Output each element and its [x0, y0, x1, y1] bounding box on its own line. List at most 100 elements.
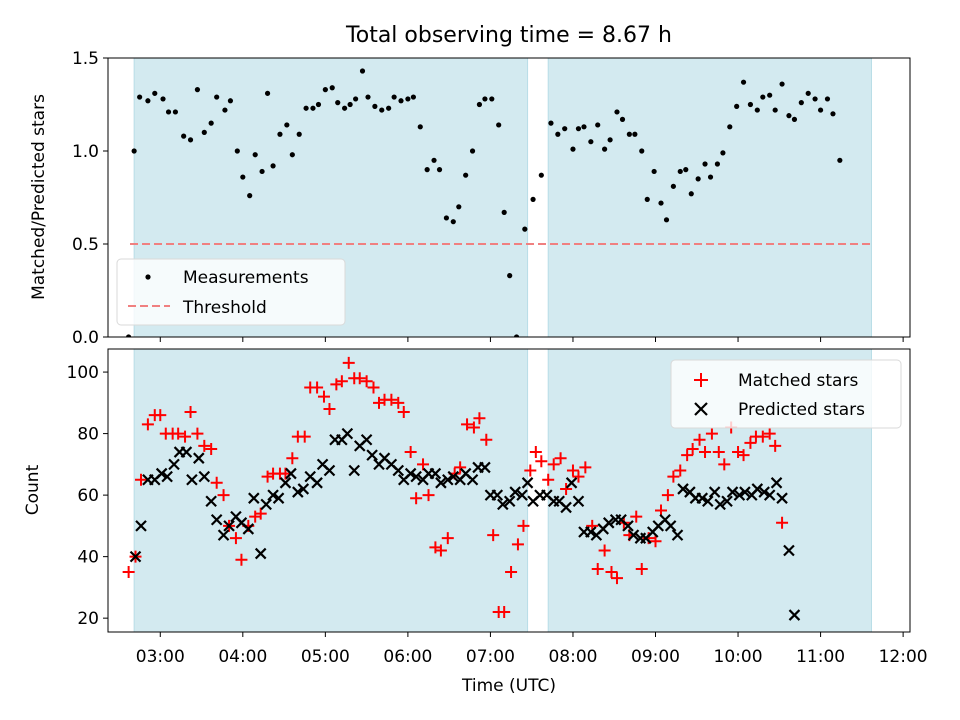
measurement-point	[259, 168, 265, 175]
predicted-star-point	[410, 470, 422, 483]
measurement-point	[658, 200, 664, 206]
measurement-point	[581, 124, 587, 130]
measurement-point	[805, 90, 811, 96]
predicted-star-point	[155, 467, 168, 480]
bottom-y-tick-label: 40	[77, 548, 99, 568]
predicted-star-point	[180, 446, 193, 458]
matched-star-point	[498, 606, 511, 619]
predicted-star-point	[677, 483, 689, 495]
measurement-point	[663, 217, 670, 223]
measurement-point	[727, 124, 733, 130]
measurement-point	[570, 146, 576, 152]
measurement-point	[683, 167, 689, 173]
predicted-star-point	[210, 513, 223, 526]
measurement-point	[240, 174, 246, 180]
measurement-point	[431, 157, 437, 163]
predicted-star-point	[135, 520, 147, 532]
matched-star-point	[529, 446, 542, 459]
predicted-star-point	[260, 498, 272, 511]
top-panel: 0.0 0.5 1.0 1.5 Matched/Predicted stars Mea…	[29, 49, 911, 348]
predicted-star-point	[168, 458, 180, 471]
measurement-point	[172, 109, 179, 115]
matched-star-point	[598, 544, 611, 557]
matched-star-point	[661, 489, 674, 502]
shaded-interval-2	[548, 58, 872, 337]
matched-star-point	[554, 452, 567, 465]
measurement-point	[329, 85, 335, 91]
measurement-point	[405, 96, 411, 102]
measurement-point	[391, 94, 397, 100]
measurement-point	[335, 100, 341, 106]
matched-star-point	[454, 461, 467, 474]
matched-star-point	[699, 446, 712, 459]
measurement-point	[779, 81, 785, 87]
measurement-point	[812, 96, 818, 102]
predicted-star-point	[447, 470, 460, 483]
predicted-star-point	[726, 486, 739, 498]
predicted-star-point	[404, 467, 417, 480]
predicted-star-point	[267, 489, 279, 501]
x-tick-label: 10:00	[714, 647, 763, 667]
top-shaded-intervals	[133, 58, 872, 337]
top-legend-box	[116, 258, 346, 326]
matched-star-point	[422, 489, 435, 502]
measurement-point	[417, 124, 423, 130]
predicted-star-point	[161, 470, 173, 483]
legend-measurements-label: Measurements	[183, 268, 309, 288]
predicted-star-point	[392, 464, 405, 477]
measurement-point	[482, 96, 488, 102]
predicted-star-point	[193, 452, 205, 464]
measurement-point	[602, 146, 608, 152]
matched-star-point	[205, 442, 218, 455]
matched-star-point	[505, 566, 518, 579]
measurement-point	[201, 129, 207, 135]
x-axis-label: Time (UTC)	[461, 676, 556, 696]
bottom-y-tick-label: 80	[77, 425, 99, 445]
measurement-point	[222, 107, 228, 113]
measurement-point	[626, 131, 632, 137]
matched-star-point	[744, 436, 757, 449]
measurement-point	[702, 161, 708, 167]
measurement-point	[714, 161, 721, 167]
measurement-point	[747, 101, 754, 108]
predicted-star-point	[770, 477, 783, 489]
matched-star-point	[649, 535, 662, 548]
predicted-star-point	[217, 529, 230, 541]
measurement-point	[688, 191, 694, 197]
measurement-point	[187, 137, 194, 143]
matched-star-point	[286, 452, 299, 465]
matched-star-point	[686, 442, 699, 455]
matched-star-point	[737, 449, 750, 462]
measurement-point	[365, 94, 371, 100]
measurement-point	[522, 226, 528, 232]
predicted-star-point	[272, 492, 285, 504]
matched-star-point	[410, 492, 423, 505]
matched-star-point	[198, 439, 211, 452]
bottom-panel: 20 40 60 80 100 03:00 04:00 05:00 06:00 07:00 08:…	[23, 349, 928, 696]
legend-threshold-label: Threshold	[182, 298, 267, 318]
matched-star-point	[179, 430, 192, 443]
matched-star-point	[217, 489, 230, 502]
matched-star-point	[434, 544, 447, 557]
measurement-point	[131, 148, 137, 154]
measurement-point	[767, 92, 773, 98]
measurement-point	[824, 96, 831, 102]
top-y-tick-label: 0.0	[72, 328, 99, 348]
matched-star-point	[360, 375, 373, 388]
predicted-star-point	[776, 492, 788, 504]
measurement-point	[165, 109, 172, 115]
measurement-point	[450, 219, 456, 225]
measurement-point	[214, 94, 220, 100]
matched-star-point	[560, 482, 573, 495]
predicted-star-point	[671, 529, 684, 541]
matched-star-point	[235, 553, 248, 566]
matched-star-point	[154, 409, 167, 422]
matched-star-point	[141, 418, 154, 431]
predicted-star-point	[279, 477, 292, 489]
matched-star-point	[630, 510, 643, 523]
measurement-point	[227, 98, 234, 104]
matched-star-point	[591, 562, 604, 575]
measurement-point	[507, 273, 513, 279]
measurement-point	[677, 168, 683, 175]
